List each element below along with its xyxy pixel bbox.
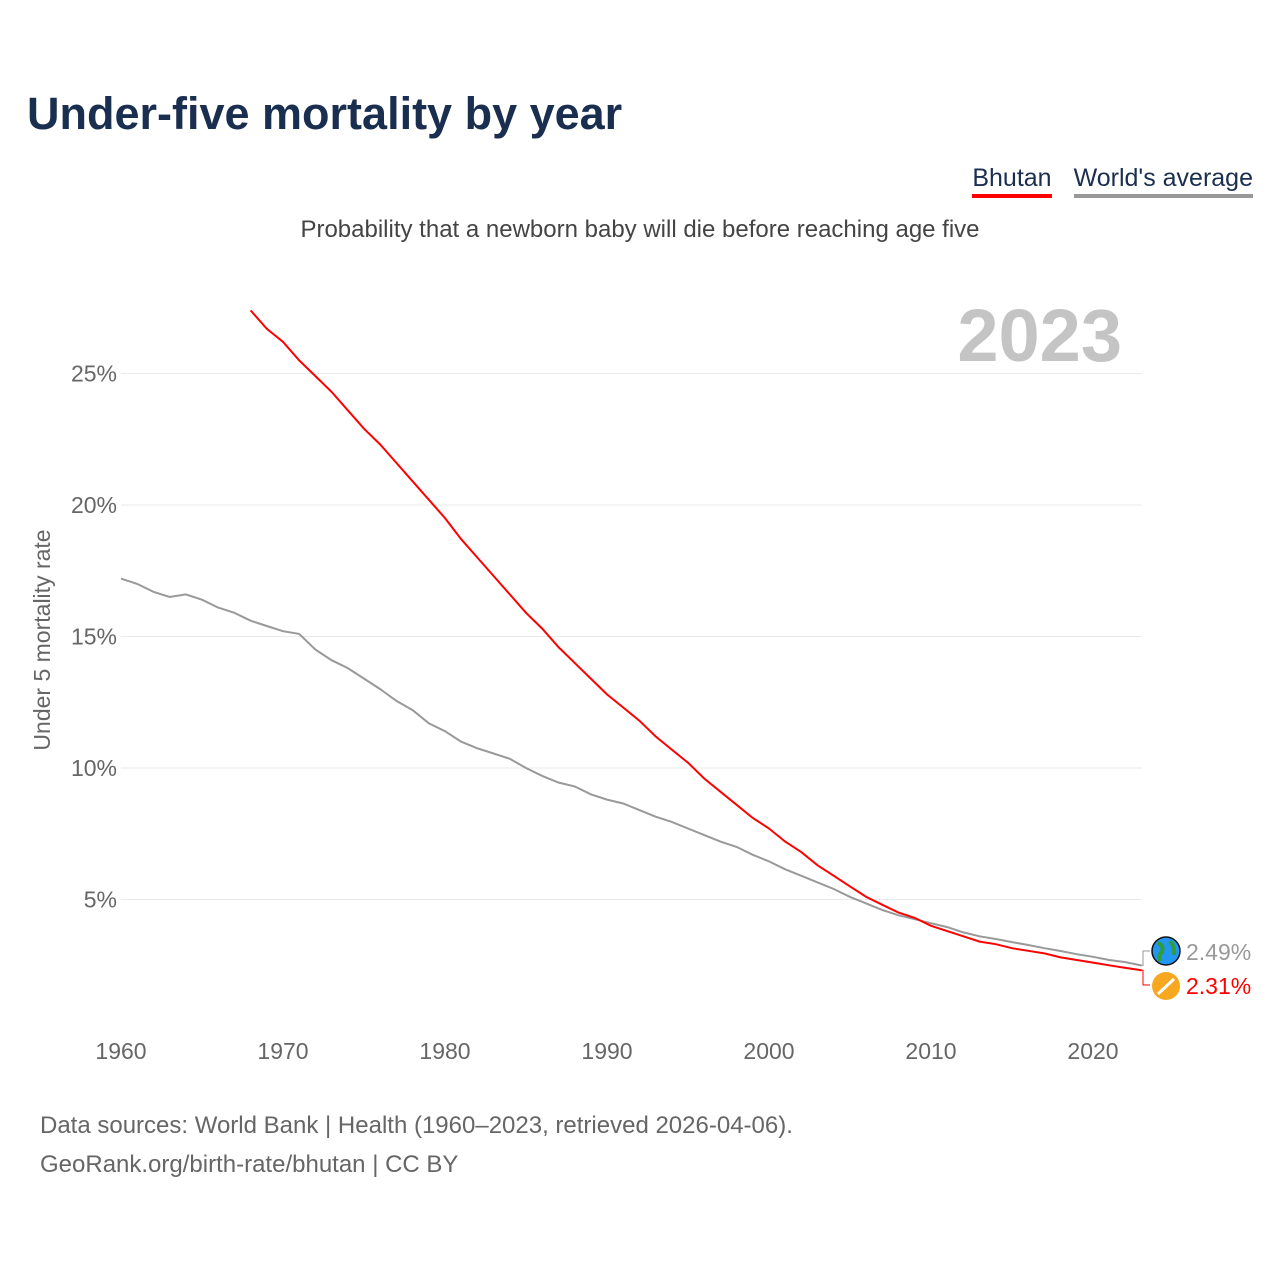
y-tick-label: 5% bbox=[84, 887, 117, 913]
chart-subtitle: Probability that a newborn baby will die… bbox=[300, 216, 980, 243]
y-tick-label: 15% bbox=[71, 624, 117, 650]
legend: Bhutan World's average bbox=[972, 164, 1253, 198]
x-tick-label: 1960 bbox=[95, 1038, 146, 1064]
footer-link[interactable]: GeoRank.org/birth-rate/bhutan | CC BY bbox=[40, 1151, 459, 1178]
series-line-world bbox=[120, 577, 1142, 967]
x-tick-label: 1980 bbox=[419, 1038, 470, 1064]
chart-title: Under-five mortality by year bbox=[27, 88, 623, 139]
x-tick-label: 1970 bbox=[257, 1038, 308, 1064]
x-tick-label: 2020 bbox=[1067, 1038, 1118, 1064]
y-tick-label: 10% bbox=[71, 755, 117, 781]
footer-sources: Data sources: World Bank | Health (1960–… bbox=[40, 1112, 793, 1139]
flag-dragon bbox=[1156, 977, 1176, 996]
x-tick-label: 2010 bbox=[905, 1038, 956, 1064]
series-line-bhutan bbox=[249, 309, 1142, 972]
y-axis-label: Under 5 mortality rate bbox=[29, 529, 55, 750]
x-tick-label: 1990 bbox=[581, 1038, 632, 1064]
legend-world[interactable]: World's average bbox=[1073, 164, 1253, 198]
x-tick-label: 2000 bbox=[743, 1038, 794, 1064]
end-value-label: 2.31% bbox=[1186, 973, 1251, 999]
end-connector bbox=[1141, 950, 1150, 967]
year-label: 2023 bbox=[957, 294, 1122, 377]
legend-bhutan[interactable]: Bhutan bbox=[972, 164, 1052, 198]
y-tick-label: 25% bbox=[71, 361, 117, 387]
end-value-label: 2.49% bbox=[1186, 939, 1251, 965]
y-tick-label: 20% bbox=[71, 492, 117, 518]
footer: Data sources: World Bank | Health (1960–… bbox=[40, 1106, 793, 1184]
globe-land bbox=[1157, 939, 1177, 962]
end-connector bbox=[1141, 969, 1150, 986]
